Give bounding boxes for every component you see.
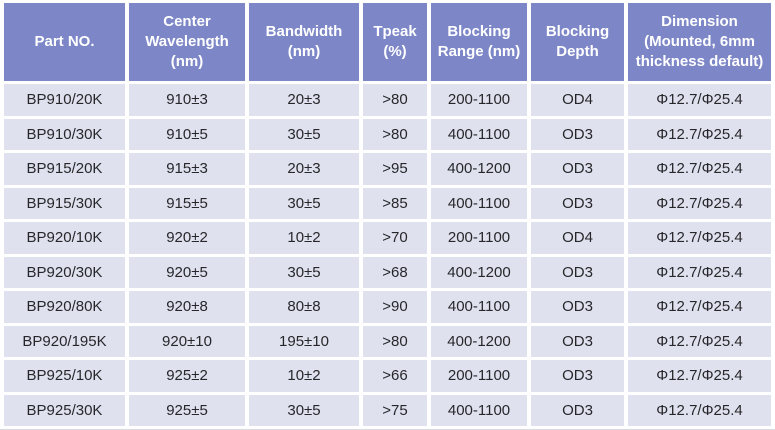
cell-blocking-range-nm: 400-1200 bbox=[431, 256, 527, 288]
cell-bandwidth-nm: 30±5 bbox=[249, 394, 359, 426]
cell-bandwidth-nm: 30±5 bbox=[249, 118, 359, 150]
column-header-blocking-range-nm: Blocking Range (nm) bbox=[431, 3, 527, 81]
table-row: BP925/10K 925±2 10±2 >66 200-1100 OD3 Φ12.7/Φ2… bbox=[4, 360, 771, 392]
cell-blocking-range-nm: 200-1100 bbox=[431, 84, 527, 116]
cell-tpeak-pct: >75 bbox=[363, 394, 427, 426]
cell-center-wavelength-nm: 920±5 bbox=[129, 256, 245, 288]
cell-bandwidth-nm: 20±3 bbox=[249, 84, 359, 116]
table-row: BP920/195K 920±10 195±10 >80 400-1200 OD3 Φ12.… bbox=[4, 325, 771, 357]
cell-dimension: Φ12.7/Φ25.4 bbox=[628, 187, 771, 219]
cell-bandwidth-nm: 30±5 bbox=[249, 187, 359, 219]
table-head: Part NO. Center Wavelength (nm) Bandwidth … bbox=[4, 3, 771, 81]
cell-blocking-range-nm: 400-1100 bbox=[431, 394, 527, 426]
table-row: BP920/10K 920±2 10±2 >70 200-1100 OD4 Φ12.7/Φ2… bbox=[4, 222, 771, 254]
cell-part-no: BP910/30K bbox=[4, 118, 125, 150]
cell-bandwidth-nm: 195±10 bbox=[249, 325, 359, 357]
cell-blocking-range-nm: 400-1100 bbox=[431, 187, 527, 219]
cell-bandwidth-nm: 20±3 bbox=[249, 153, 359, 185]
cell-bandwidth-nm: 10±2 bbox=[249, 222, 359, 254]
cell-blocking-range-nm: 200-1100 bbox=[431, 360, 527, 392]
cell-part-no: BP915/20K bbox=[4, 153, 125, 185]
cell-part-no: BP910/20K bbox=[4, 84, 125, 116]
cell-dimension: Φ12.7/Φ25.4 bbox=[628, 291, 771, 323]
cell-part-no: BP925/30K bbox=[4, 394, 125, 426]
cell-blocking-depth: OD3 bbox=[531, 118, 624, 150]
cell-part-no: BP915/30K bbox=[4, 187, 125, 219]
cell-part-no: BP920/80K bbox=[4, 291, 125, 323]
column-header-dimension: Dimension (Mounted, 6mm thickness defaul… bbox=[628, 3, 771, 81]
cell-dimension: Φ12.7/Φ25.4 bbox=[628, 153, 771, 185]
column-header-bandwidth-nm: Bandwidth (nm) bbox=[249, 3, 359, 81]
cell-center-wavelength-nm: 910±5 bbox=[129, 118, 245, 150]
table-body: BP910/20K 910±3 20±3 >80 200-1100 OD4 Φ12.7/Φ2… bbox=[4, 84, 771, 426]
cell-part-no: BP925/10K bbox=[4, 360, 125, 392]
cell-center-wavelength-nm: 915±3 bbox=[129, 153, 245, 185]
cell-dimension: Φ12.7/Φ25.4 bbox=[628, 84, 771, 116]
cell-part-no: BP920/10K bbox=[4, 222, 125, 254]
cell-dimension: Φ12.7/Φ25.4 bbox=[628, 360, 771, 392]
cell-blocking-range-nm: 200-1100 bbox=[431, 222, 527, 254]
cell-center-wavelength-nm: 920±2 bbox=[129, 222, 245, 254]
cell-bandwidth-nm: 30±5 bbox=[249, 256, 359, 288]
cell-blocking-depth: OD4 bbox=[531, 222, 624, 254]
cell-blocking-depth: OD4 bbox=[531, 84, 624, 116]
cell-center-wavelength-nm: 915±5 bbox=[129, 187, 245, 219]
column-header-tpeak-pct: Tpeak (%) bbox=[363, 3, 427, 81]
cell-center-wavelength-nm: 920±10 bbox=[129, 325, 245, 357]
cell-dimension: Φ12.7/Φ25.4 bbox=[628, 256, 771, 288]
table-row: BP925/30K 925±5 30±5 >75 400-1100 OD3 Φ12.7/Φ2… bbox=[4, 394, 771, 426]
cell-tpeak-pct: >80 bbox=[363, 325, 427, 357]
cell-tpeak-pct: >66 bbox=[363, 360, 427, 392]
cell-center-wavelength-nm: 925±2 bbox=[129, 360, 245, 392]
cell-blocking-depth: OD3 bbox=[531, 256, 624, 288]
cell-blocking-range-nm: 400-1200 bbox=[431, 153, 527, 185]
cell-dimension: Φ12.7/Φ25.4 bbox=[628, 325, 771, 357]
cell-blocking-depth: OD3 bbox=[531, 187, 624, 219]
table-row: BP920/80K 920±8 80±8 >90 400-1100 OD3 Φ12.7/Φ2… bbox=[4, 291, 771, 323]
cell-blocking-depth: OD3 bbox=[531, 291, 624, 323]
header-row: Part NO. Center Wavelength (nm) Bandwidth … bbox=[4, 3, 771, 81]
cell-blocking-depth: OD3 bbox=[531, 394, 624, 426]
cell-dimension: Φ12.7/Φ25.4 bbox=[628, 118, 771, 150]
cell-blocking-depth: OD3 bbox=[531, 360, 624, 392]
table-row: BP915/30K 915±5 30±5 >85 400-1100 OD3 Φ12.7/Φ2… bbox=[4, 187, 771, 219]
cell-part-no: BP920/30K bbox=[4, 256, 125, 288]
cell-blocking-depth: OD3 bbox=[531, 153, 624, 185]
cell-blocking-depth: OD3 bbox=[531, 325, 624, 357]
cell-blocking-range-nm: 400-1100 bbox=[431, 291, 527, 323]
cell-bandwidth-nm: 10±2 bbox=[249, 360, 359, 392]
cell-part-no: BP920/195K bbox=[4, 325, 125, 357]
cell-blocking-range-nm: 400-1100 bbox=[431, 118, 527, 150]
column-header-blocking-depth: Blocking Depth bbox=[531, 3, 624, 81]
cell-tpeak-pct: >85 bbox=[363, 187, 427, 219]
cell-tpeak-pct: >70 bbox=[363, 222, 427, 254]
table-row: BP920/30K 920±5 30±5 >68 400-1200 OD3 Φ12.7/Φ2… bbox=[4, 256, 771, 288]
cell-dimension: Φ12.7/Φ25.4 bbox=[628, 222, 771, 254]
column-header-part-no: Part NO. bbox=[4, 3, 125, 81]
cell-tpeak-pct: >90 bbox=[363, 291, 427, 323]
cell-tpeak-pct: >80 bbox=[363, 84, 427, 116]
cell-blocking-range-nm: 400-1200 bbox=[431, 325, 527, 357]
cell-tpeak-pct: >80 bbox=[363, 118, 427, 150]
cell-tpeak-pct: >68 bbox=[363, 256, 427, 288]
table-row: BP910/20K 910±3 20±3 >80 200-1100 OD4 Φ12.7/Φ2… bbox=[4, 84, 771, 116]
table-row: BP910/30K 910±5 30±5 >80 400-1100 OD3 Φ12.7/Φ2… bbox=[4, 118, 771, 150]
cell-tpeak-pct: >95 bbox=[363, 153, 427, 185]
table-row: BP915/20K 915±3 20±3 >95 400-1200 OD3 Φ12.7/Φ2… bbox=[4, 153, 771, 185]
column-header-center-wavelength-nm: Center Wavelength (nm) bbox=[129, 3, 245, 81]
cell-center-wavelength-nm: 925±5 bbox=[129, 394, 245, 426]
cell-center-wavelength-nm: 910±3 bbox=[129, 84, 245, 116]
cell-dimension: Φ12.7/Φ25.4 bbox=[628, 394, 771, 426]
cell-center-wavelength-nm: 920±8 bbox=[129, 291, 245, 323]
cell-bandwidth-nm: 80±8 bbox=[249, 291, 359, 323]
